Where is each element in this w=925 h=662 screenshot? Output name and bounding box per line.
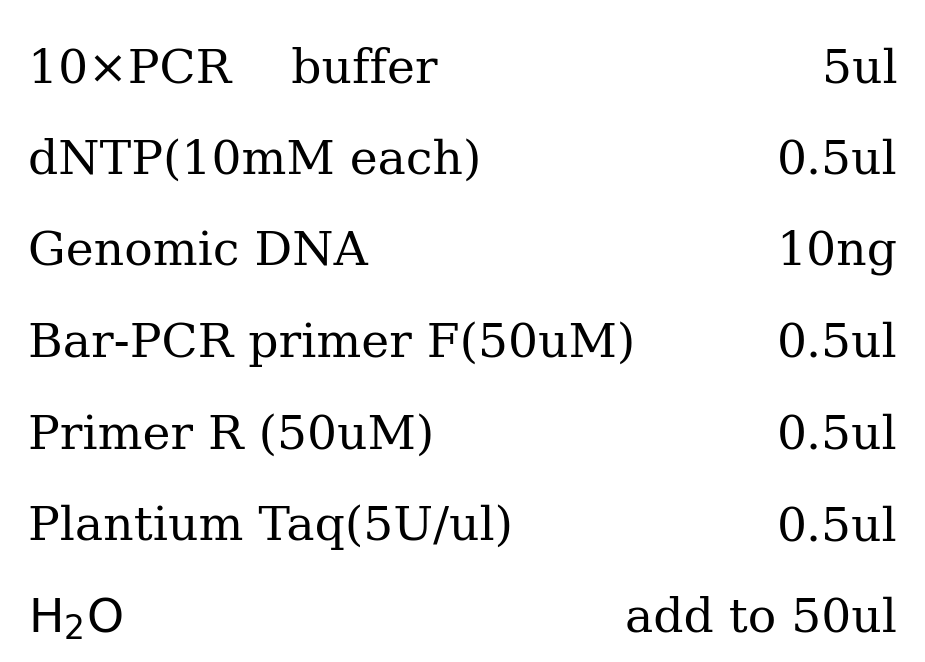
Text: 0.5ul: 0.5ul (777, 413, 897, 459)
Text: dNTP(10mM each): dNTP(10mM each) (28, 138, 481, 184)
Text: add to 50ul: add to 50ul (625, 596, 897, 641)
Text: 0.5ul: 0.5ul (777, 322, 897, 367)
Text: Genomic DNA: Genomic DNA (28, 230, 367, 275)
Text: $\mathrm{H_2O}$: $\mathrm{H_2O}$ (28, 596, 122, 642)
Text: 5ul: 5ul (821, 47, 897, 92)
Text: 10ng: 10ng (776, 230, 897, 275)
Text: Bar-PCR primer F(50uM): Bar-PCR primer F(50uM) (28, 322, 635, 367)
Text: 0.5ul: 0.5ul (777, 504, 897, 550)
Text: Primer R (50uM): Primer R (50uM) (28, 413, 434, 459)
Text: 10×PCR    buffer: 10×PCR buffer (28, 47, 438, 92)
Text: 0.5ul: 0.5ul (777, 138, 897, 184)
Text: Plantium Taq(5U/ul): Plantium Taq(5U/ul) (28, 504, 512, 550)
